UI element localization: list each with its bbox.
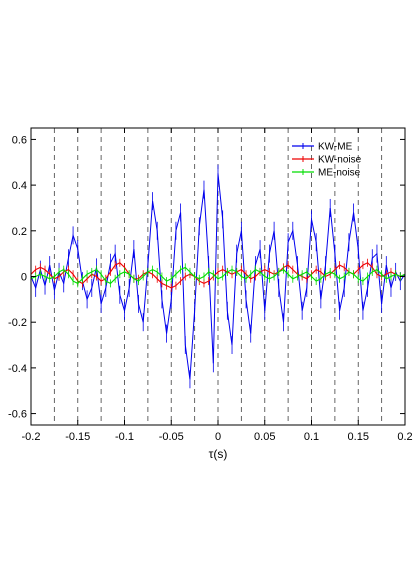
x-tick-label: 0.15	[348, 431, 369, 443]
x-tick-label: -0.05	[159, 431, 184, 443]
legend-label: KW-ME	[318, 142, 353, 153]
x-tick-label: 0	[215, 431, 221, 443]
y-tick-label: -0.4	[8, 363, 27, 375]
y-tick-label: 0	[21, 272, 27, 284]
y-axis-ticks: -0.6 -0.4 -0.2 0 0.2 0.4 0.6	[8, 134, 405, 421]
x-tick-label: -0.2	[22, 431, 41, 443]
y-tick-label: -0.2	[8, 317, 27, 329]
series-layer	[30, 164, 406, 389]
legend-label: KW-noise	[318, 155, 362, 166]
y-tick-label: 0.4	[12, 180, 27, 192]
x-axis-label: τ(s)	[209, 447, 228, 461]
legend-label: ME-noise	[318, 168, 361, 179]
y-tick-label: 0.2	[12, 226, 27, 238]
legend: KW-ME KW-noise ME-noise	[292, 142, 362, 179]
x-tick-label: 0.1	[304, 431, 319, 443]
x-tick-label: -0.1	[115, 431, 134, 443]
x-tick-label: 0.05	[254, 431, 275, 443]
x-tick-label: 0.2	[397, 431, 412, 443]
x-tick-label: -0.15	[65, 431, 90, 443]
y-tick-label: -0.6	[8, 409, 27, 421]
y-tick-label: 0.6	[12, 134, 27, 146]
x-axis-ticks: -0.2 -0.15 -0.1 -0.05 0 0.05 0.1 0.15 0.2	[22, 128, 413, 443]
